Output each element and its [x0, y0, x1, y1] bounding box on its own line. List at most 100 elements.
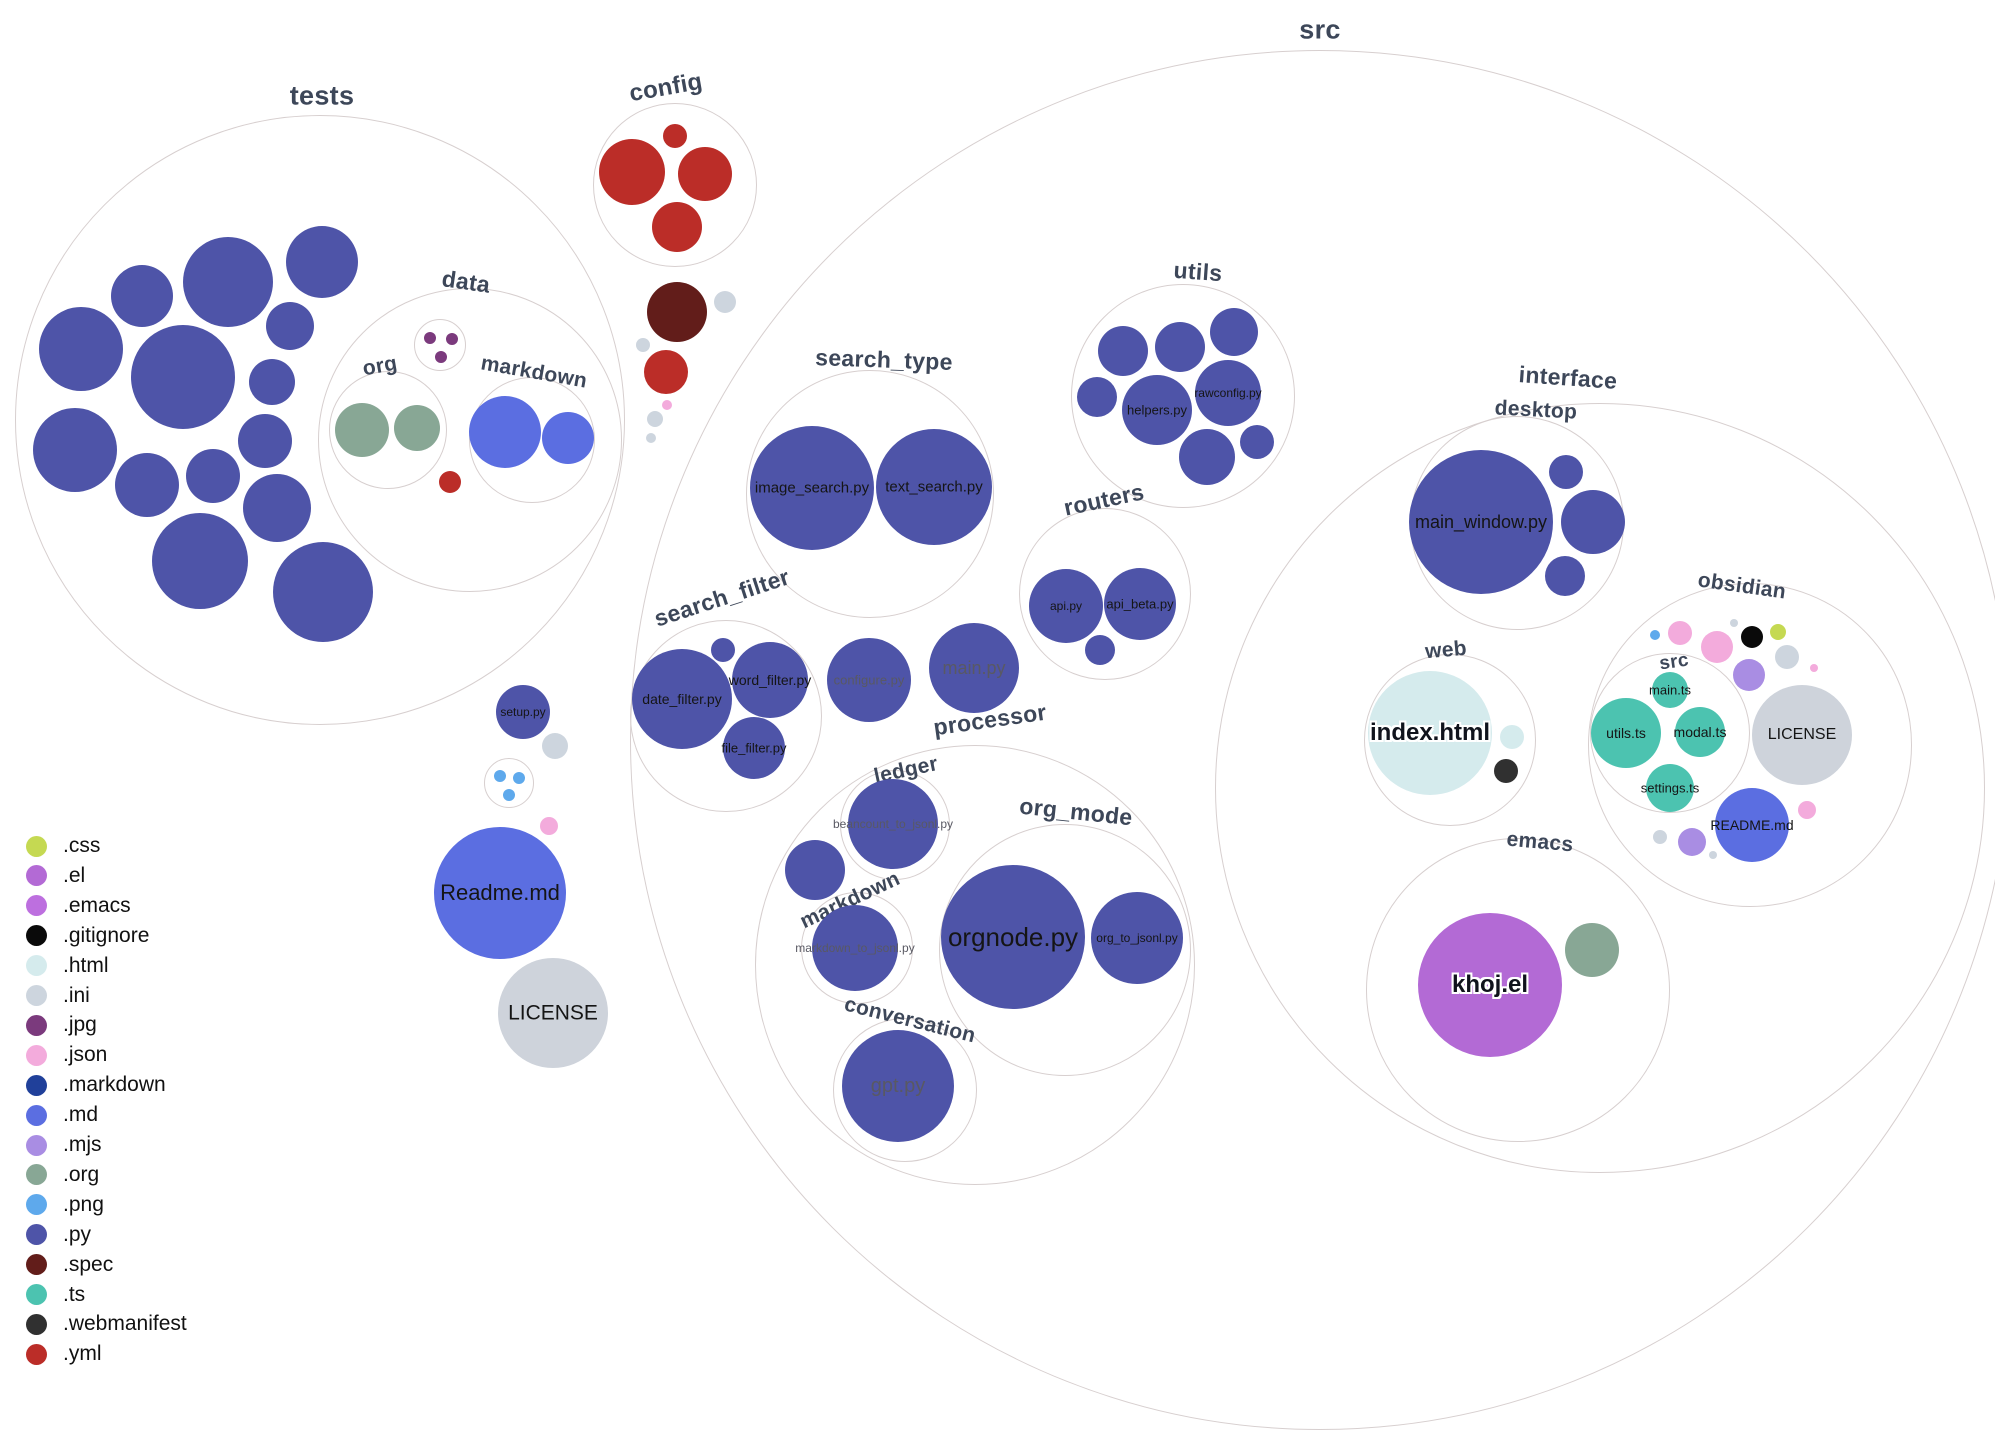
- dir-circle-org[interactable]: [329, 371, 447, 489]
- dir-circle-ledger[interactable]: [840, 770, 950, 880]
- file-circle-file-org-2[interactable]: [394, 405, 440, 451]
- dir-circle-conversation[interactable]: [833, 1018, 977, 1162]
- file-circle-org_to_jsonl.py[interactable]: [1091, 892, 1183, 984]
- file-circle-file-json-1[interactable]: [1668, 621, 1692, 645]
- file-circle-main.ts[interactable]: [1652, 672, 1688, 708]
- file-circle-file-py-5[interactable]: [1179, 429, 1235, 485]
- file-circle-file-py-4[interactable]: [1077, 377, 1117, 417]
- file-circle-markdown_to_jsonl.py[interactable]: [812, 905, 898, 991]
- file-circle-file-spec[interactable]: [647, 282, 707, 342]
- file-circle-modal.ts[interactable]: [1675, 707, 1725, 757]
- file-circle-file-yml[interactable]: [644, 350, 688, 394]
- dir-circle-emacs[interactable]: [1366, 838, 1670, 1142]
- file-circle-file-webmanifest[interactable]: [1494, 759, 1518, 783]
- file-circle-file-md-2[interactable]: [542, 412, 594, 464]
- file-circle-png-1[interactable]: [494, 770, 506, 782]
- file-circle-file-ini-4[interactable]: [646, 433, 656, 443]
- dir-circle-tests[interactable]: [15, 115, 625, 725]
- file-circle-file-ini-1[interactable]: [714, 291, 736, 313]
- file-circle-file-ini-2[interactable]: [1775, 645, 1799, 669]
- file-circle-file-ini-5[interactable]: [542, 733, 568, 759]
- file-circle-file-py-12[interactable]: [243, 474, 311, 542]
- file-circle-file-py-10[interactable]: [115, 453, 179, 517]
- file-circle-text_search.py[interactable]: [876, 429, 992, 545]
- file-circle-file-py-8[interactable]: [238, 414, 292, 468]
- file-circle-utils.ts[interactable]: [1591, 698, 1661, 768]
- file-circle-file-ini-4[interactable]: [1709, 851, 1717, 859]
- file-circle-file-json-2[interactable]: [540, 817, 558, 835]
- file-circle-file-py-13[interactable]: [152, 513, 248, 609]
- file-circle-file-py-1[interactable]: [183, 237, 273, 327]
- file-circle-jpg-3[interactable]: [435, 351, 447, 363]
- file-circle-orgnode.py[interactable]: [941, 865, 1085, 1009]
- file-circle-file-py-5[interactable]: [131, 325, 235, 429]
- file-circle-file-py-1[interactable]: [785, 840, 845, 900]
- file-circle-file-py-6[interactable]: [1240, 425, 1274, 459]
- dir-circle-web[interactable]: [1364, 654, 1536, 826]
- file-circle-file-mjs-2[interactable]: [1678, 828, 1706, 856]
- file-circle-file-ini-2[interactable]: [636, 338, 650, 352]
- file-circle-main_window.py[interactable]: [1409, 450, 1553, 594]
- file-circle-file-py-6[interactable]: [266, 302, 314, 350]
- dir-circle-src[interactable]: [630, 50, 1995, 1430]
- file-circle-file-py-7[interactable]: [249, 359, 295, 405]
- file-circle-jpg-1[interactable]: [424, 332, 436, 344]
- dir-circle-config[interactable]: [593, 103, 757, 267]
- file-circle-file-ini-3[interactable]: [647, 411, 663, 427]
- file-circle-LICENSE[interactable]: [1752, 685, 1852, 785]
- dir-circle-processor[interactable]: [755, 745, 1195, 1185]
- file-circle-main.py[interactable]: [929, 623, 1019, 713]
- file-circle-png-3[interactable]: [503, 789, 515, 801]
- dir-circle-obsidian[interactable]: [1588, 583, 1912, 907]
- file-circle-file-md-1[interactable]: [469, 396, 541, 468]
- file-circle-file-yml-1[interactable]: [599, 139, 665, 205]
- file-circle-file-py-1[interactable]: [711, 638, 735, 662]
- file-circle-khoj.el[interactable]: [1418, 913, 1562, 1057]
- file-circle-rawconfig.py[interactable]: [1195, 360, 1261, 426]
- dir-circle-markdown[interactable]: [801, 892, 913, 1004]
- dir-circle-jpg-folder[interactable]: [414, 319, 466, 371]
- dir-circle-search_type[interactable]: [746, 370, 994, 618]
- file-circle-README.md[interactable]: [1715, 788, 1789, 862]
- dir-circle-data[interactable]: [318, 288, 622, 592]
- file-circle-image_search.py[interactable]: [750, 426, 874, 550]
- file-circle-file-py-9[interactable]: [33, 408, 117, 492]
- file-circle-file-json-2[interactable]: [1701, 631, 1733, 663]
- file-circle-file-py-1[interactable]: [1549, 455, 1583, 489]
- file-circle-LICENSE[interactable]: [498, 958, 608, 1068]
- file-circle-configure.py[interactable]: [827, 638, 911, 722]
- file-circle-date_filter.py[interactable]: [632, 649, 732, 749]
- file-circle-file-py-3[interactable]: [1210, 308, 1258, 356]
- file-circle-index.html[interactable]: [1368, 671, 1492, 795]
- file-circle-file-py-14[interactable]: [273, 542, 373, 642]
- file-circle-file-org-1[interactable]: [335, 403, 389, 457]
- file-circle-png-2[interactable]: [513, 772, 525, 784]
- file-circle-word_filter.py[interactable]: [732, 642, 808, 718]
- file-circle-file-yml-4[interactable]: [652, 202, 702, 252]
- file-circle-file-yml-3[interactable]: [678, 147, 732, 201]
- file-circle-file-py-4[interactable]: [39, 307, 123, 391]
- file-circle-file-json-1[interactable]: [662, 400, 672, 410]
- file-circle-file-yml[interactable]: [439, 471, 461, 493]
- file-circle-file-yml-2[interactable]: [663, 124, 687, 148]
- file-circle-setup.py[interactable]: [496, 685, 550, 739]
- file-circle-api.py[interactable]: [1029, 569, 1103, 643]
- file-circle-beancount_to_jsonl.py[interactable]: [848, 779, 938, 869]
- file-circle-file-json-4[interactable]: [1798, 801, 1816, 819]
- dir-circle-org_mode[interactable]: [939, 824, 1191, 1076]
- file-circle-settings.ts[interactable]: [1646, 764, 1694, 812]
- file-circle-file-mjs-1[interactable]: [1733, 659, 1765, 691]
- file-circle-file_filter.py[interactable]: [723, 717, 785, 779]
- file-circle-file-ini-3[interactable]: [1653, 830, 1667, 844]
- file-circle-file-py-11[interactable]: [186, 449, 240, 503]
- file-circle-file-py-1[interactable]: [1085, 635, 1115, 665]
- file-circle-file-org[interactable]: [1565, 923, 1619, 977]
- file-circle-file-py-1[interactable]: [1098, 326, 1148, 376]
- file-circle-jpg-2[interactable]: [446, 333, 458, 345]
- file-circle-Readme.md[interactable]: [434, 827, 566, 959]
- file-circle-file-py-2[interactable]: [1561, 490, 1625, 554]
- file-circle-gpt.py[interactable]: [842, 1030, 954, 1142]
- file-circle-file-html-1[interactable]: [1500, 725, 1524, 749]
- dir-circle-routers[interactable]: [1019, 508, 1191, 680]
- file-circle-file-py-2[interactable]: [286, 226, 358, 298]
